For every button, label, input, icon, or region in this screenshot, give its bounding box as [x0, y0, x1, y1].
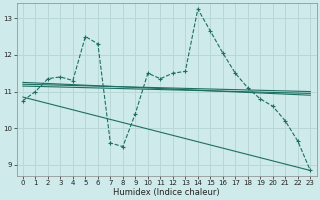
X-axis label: Humidex (Indice chaleur): Humidex (Indice chaleur) — [113, 188, 220, 197]
